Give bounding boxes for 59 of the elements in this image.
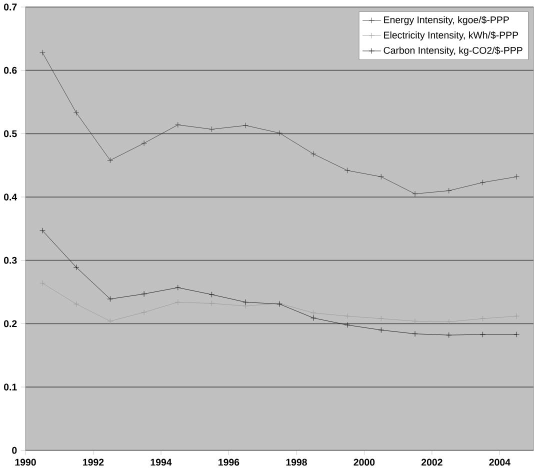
x-tick-label: 2004 — [489, 458, 510, 466]
point — [107, 318, 114, 324]
point — [107, 157, 114, 164]
point — [344, 313, 350, 319]
point — [480, 331, 486, 338]
point — [514, 174, 520, 180]
point — [412, 318, 418, 324]
x-tick-label: 1992 — [83, 458, 104, 466]
y-tick-label: 0.2 — [4, 320, 17, 328]
legend-label: Carbon Intensity, kg-CO2/$-PPP — [384, 46, 522, 56]
point — [242, 122, 249, 128]
point — [40, 50, 46, 56]
point — [446, 188, 452, 194]
point — [73, 110, 80, 116]
point — [446, 332, 452, 338]
point — [175, 284, 181, 290]
x-tick-label: 1990 — [15, 458, 36, 466]
point — [175, 299, 181, 305]
y-tick-label: 0.3 — [4, 256, 17, 264]
point — [310, 150, 316, 157]
point — [412, 330, 418, 337]
y-tick-label: 0.4 — [4, 193, 18, 200]
point — [480, 179, 486, 186]
legend-label: Energy Intensity, kgoe/$-PPP — [384, 16, 509, 26]
x-tick-label: 2000 — [354, 458, 375, 466]
y-tick-label: 0 — [12, 446, 17, 454]
point — [378, 174, 384, 180]
point — [412, 190, 418, 197]
point — [514, 331, 520, 338]
x-tick-label: 1996 — [218, 458, 240, 466]
point — [40, 280, 46, 286]
point — [175, 122, 181, 128]
y-tick-label: 0.5 — [4, 130, 17, 138]
point — [242, 299, 249, 305]
point — [480, 316, 486, 322]
point — [208, 300, 215, 306]
y-tick-label: 0.6 — [4, 66, 17, 74]
point — [141, 290, 147, 297]
y-tick-label: 0.7 — [4, 3, 17, 10]
point — [514, 313, 520, 319]
point — [378, 326, 384, 333]
point — [208, 126, 215, 132]
point — [344, 322, 350, 328]
point — [40, 228, 46, 234]
point — [73, 301, 80, 307]
point — [107, 296, 114, 302]
x-tick-label: 1998 — [286, 458, 307, 466]
y-tick-label: 0.1 — [4, 383, 17, 390]
point — [141, 309, 147, 316]
point — [310, 314, 316, 321]
point — [276, 130, 282, 136]
point — [141, 140, 147, 146]
point — [73, 264, 80, 270]
legend-label: Electricity Intensity, kWh/$-PPP — [384, 31, 518, 40]
x-tick-label: 1994 — [150, 458, 172, 466]
x-tick-label: 2002 — [421, 458, 442, 466]
point — [344, 167, 350, 174]
point — [310, 310, 316, 316]
point — [208, 292, 215, 298]
